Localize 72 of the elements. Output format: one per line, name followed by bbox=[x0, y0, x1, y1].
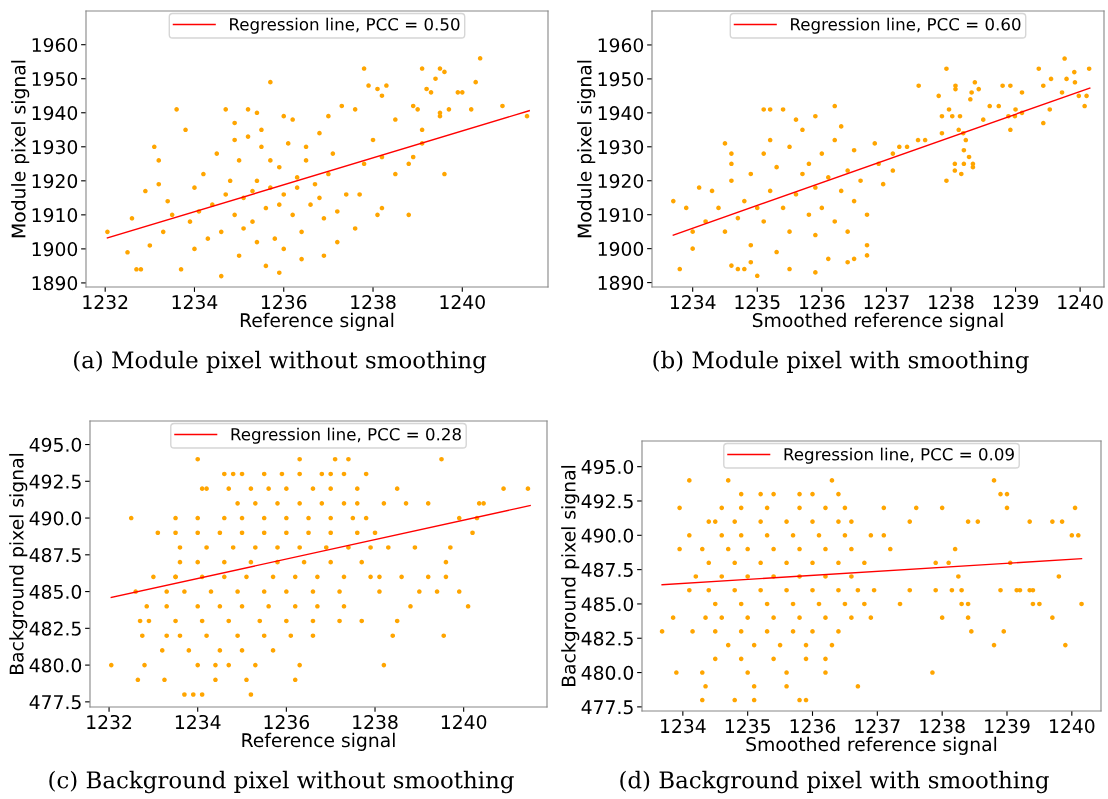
x-axis-title: Reference signal bbox=[240, 312, 394, 331]
x-tick-label: 1232 bbox=[83, 294, 128, 310]
y-tick-label: 1930 bbox=[598, 140, 644, 155]
legend-label: Regression line, PCC = 0.50 bbox=[230, 17, 460, 34]
y-tick-label: 1910 bbox=[598, 207, 644, 223]
text: (c) Background pixel without smoothing bbox=[49, 770, 514, 794]
x-tick-label: 1240 bbox=[440, 294, 485, 310]
y-tick-label: 1960 bbox=[598, 38, 644, 53]
y-tick-label: 1940 bbox=[598, 106, 644, 121]
x-tick-label: 1238 bbox=[920, 718, 965, 734]
y-axis-title: Background pixel signal bbox=[561, 465, 580, 686]
y-tick-label: 1960 bbox=[32, 37, 78, 53]
y-tick-label: 1950 bbox=[32, 71, 78, 87]
x-tick-label: 1237 bbox=[855, 718, 900, 734]
x-tick-label: 1232 bbox=[87, 714, 132, 730]
y-tick-label: 1900 bbox=[32, 242, 78, 257]
x-tick-label: 1236 bbox=[264, 714, 310, 730]
y-tick-label: 477.5 bbox=[29, 695, 81, 710]
x-tick-label: 1234 bbox=[175, 714, 221, 730]
y-axis-title: Background pixel signal bbox=[9, 453, 28, 674]
y-tick-label: 495.0 bbox=[581, 459, 634, 475]
y-tick-label: 1890 bbox=[598, 275, 644, 290]
x-tick-label: 1240 bbox=[1058, 294, 1103, 310]
y-tick-label: 487.5 bbox=[581, 562, 633, 578]
y-tick-label: 1910 bbox=[32, 208, 78, 223]
y-tick-label: 482.5 bbox=[581, 631, 633, 646]
y-axis-title: Module pixel signal bbox=[11, 60, 30, 238]
y-tick-label: 485.0 bbox=[581, 597, 634, 612]
y-tick-label: 495.0 bbox=[29, 437, 82, 452]
y-tick-label: 487.5 bbox=[29, 548, 81, 563]
y-tick-label: 480.0 bbox=[29, 658, 82, 673]
y-tick-label: 1920 bbox=[32, 174, 78, 189]
y-tick-label: 1950 bbox=[598, 72, 644, 87]
y-tick-label: 477.5 bbox=[581, 700, 633, 715]
text: (b) Module pixel with smoothing bbox=[653, 350, 1029, 374]
text: (d) Background pixel with smoothing bbox=[620, 770, 1049, 794]
legend-label: Regression line, PCC = 0.09 bbox=[784, 447, 1014, 464]
x-tick-label: 1238 bbox=[929, 294, 974, 310]
x-tick-label: 1237 bbox=[864, 294, 909, 310]
y-tick-label: 490.0 bbox=[29, 511, 82, 526]
x-tick-label: 1236 bbox=[790, 718, 836, 734]
x-tick-label: 1234 bbox=[670, 294, 716, 310]
y-tick-label: 1940 bbox=[32, 105, 78, 121]
y-tick-label: 1890 bbox=[32, 276, 78, 291]
legend-label: Regression line, PCC = 0.28 bbox=[231, 427, 461, 444]
x-tick-label: 1238 bbox=[351, 294, 396, 310]
y-tick-label: 485.0 bbox=[29, 584, 82, 599]
x-tick-label: 1240 bbox=[1050, 718, 1095, 734]
x-tick-label: 1236 bbox=[261, 294, 307, 310]
y-tick-label: 1900 bbox=[598, 241, 644, 257]
y-tick-label: 482.5 bbox=[29, 621, 81, 636]
x-tick-label: 1234 bbox=[661, 718, 706, 734]
x-axis-title: Reference signal bbox=[242, 732, 395, 751]
x-tick-label: 1239 bbox=[993, 294, 1039, 310]
y-tick-label: 492.5 bbox=[581, 494, 633, 509]
y-axis-title: Module pixel signal bbox=[577, 60, 596, 238]
x-tick-label: 1239 bbox=[985, 718, 1030, 734]
legend-label: Regression line, PCC = 0.60 bbox=[791, 17, 1021, 34]
x-tick-label: 1235 bbox=[735, 294, 780, 310]
y-tick-label: 1920 bbox=[598, 173, 644, 189]
x-tick-label: 1236 bbox=[800, 294, 845, 310]
x-tick-label: 1240 bbox=[441, 714, 487, 730]
x-axis-title: Smoothed reference signal bbox=[752, 312, 1003, 331]
x-axis-title: Smoothed reference signal bbox=[746, 736, 997, 755]
x-tick-label: 1234 bbox=[172, 294, 218, 310]
y-tick-label: 480.0 bbox=[581, 665, 634, 680]
y-tick-label: 1930 bbox=[32, 140, 78, 155]
x-tick-label: 1238 bbox=[353, 714, 398, 730]
x-tick-label: 1235 bbox=[725, 718, 770, 734]
text: (a) Module pixel without smoothing bbox=[74, 350, 487, 374]
y-tick-label: 490.0 bbox=[581, 528, 634, 543]
y-tick-label: 492.5 bbox=[29, 474, 81, 489]
